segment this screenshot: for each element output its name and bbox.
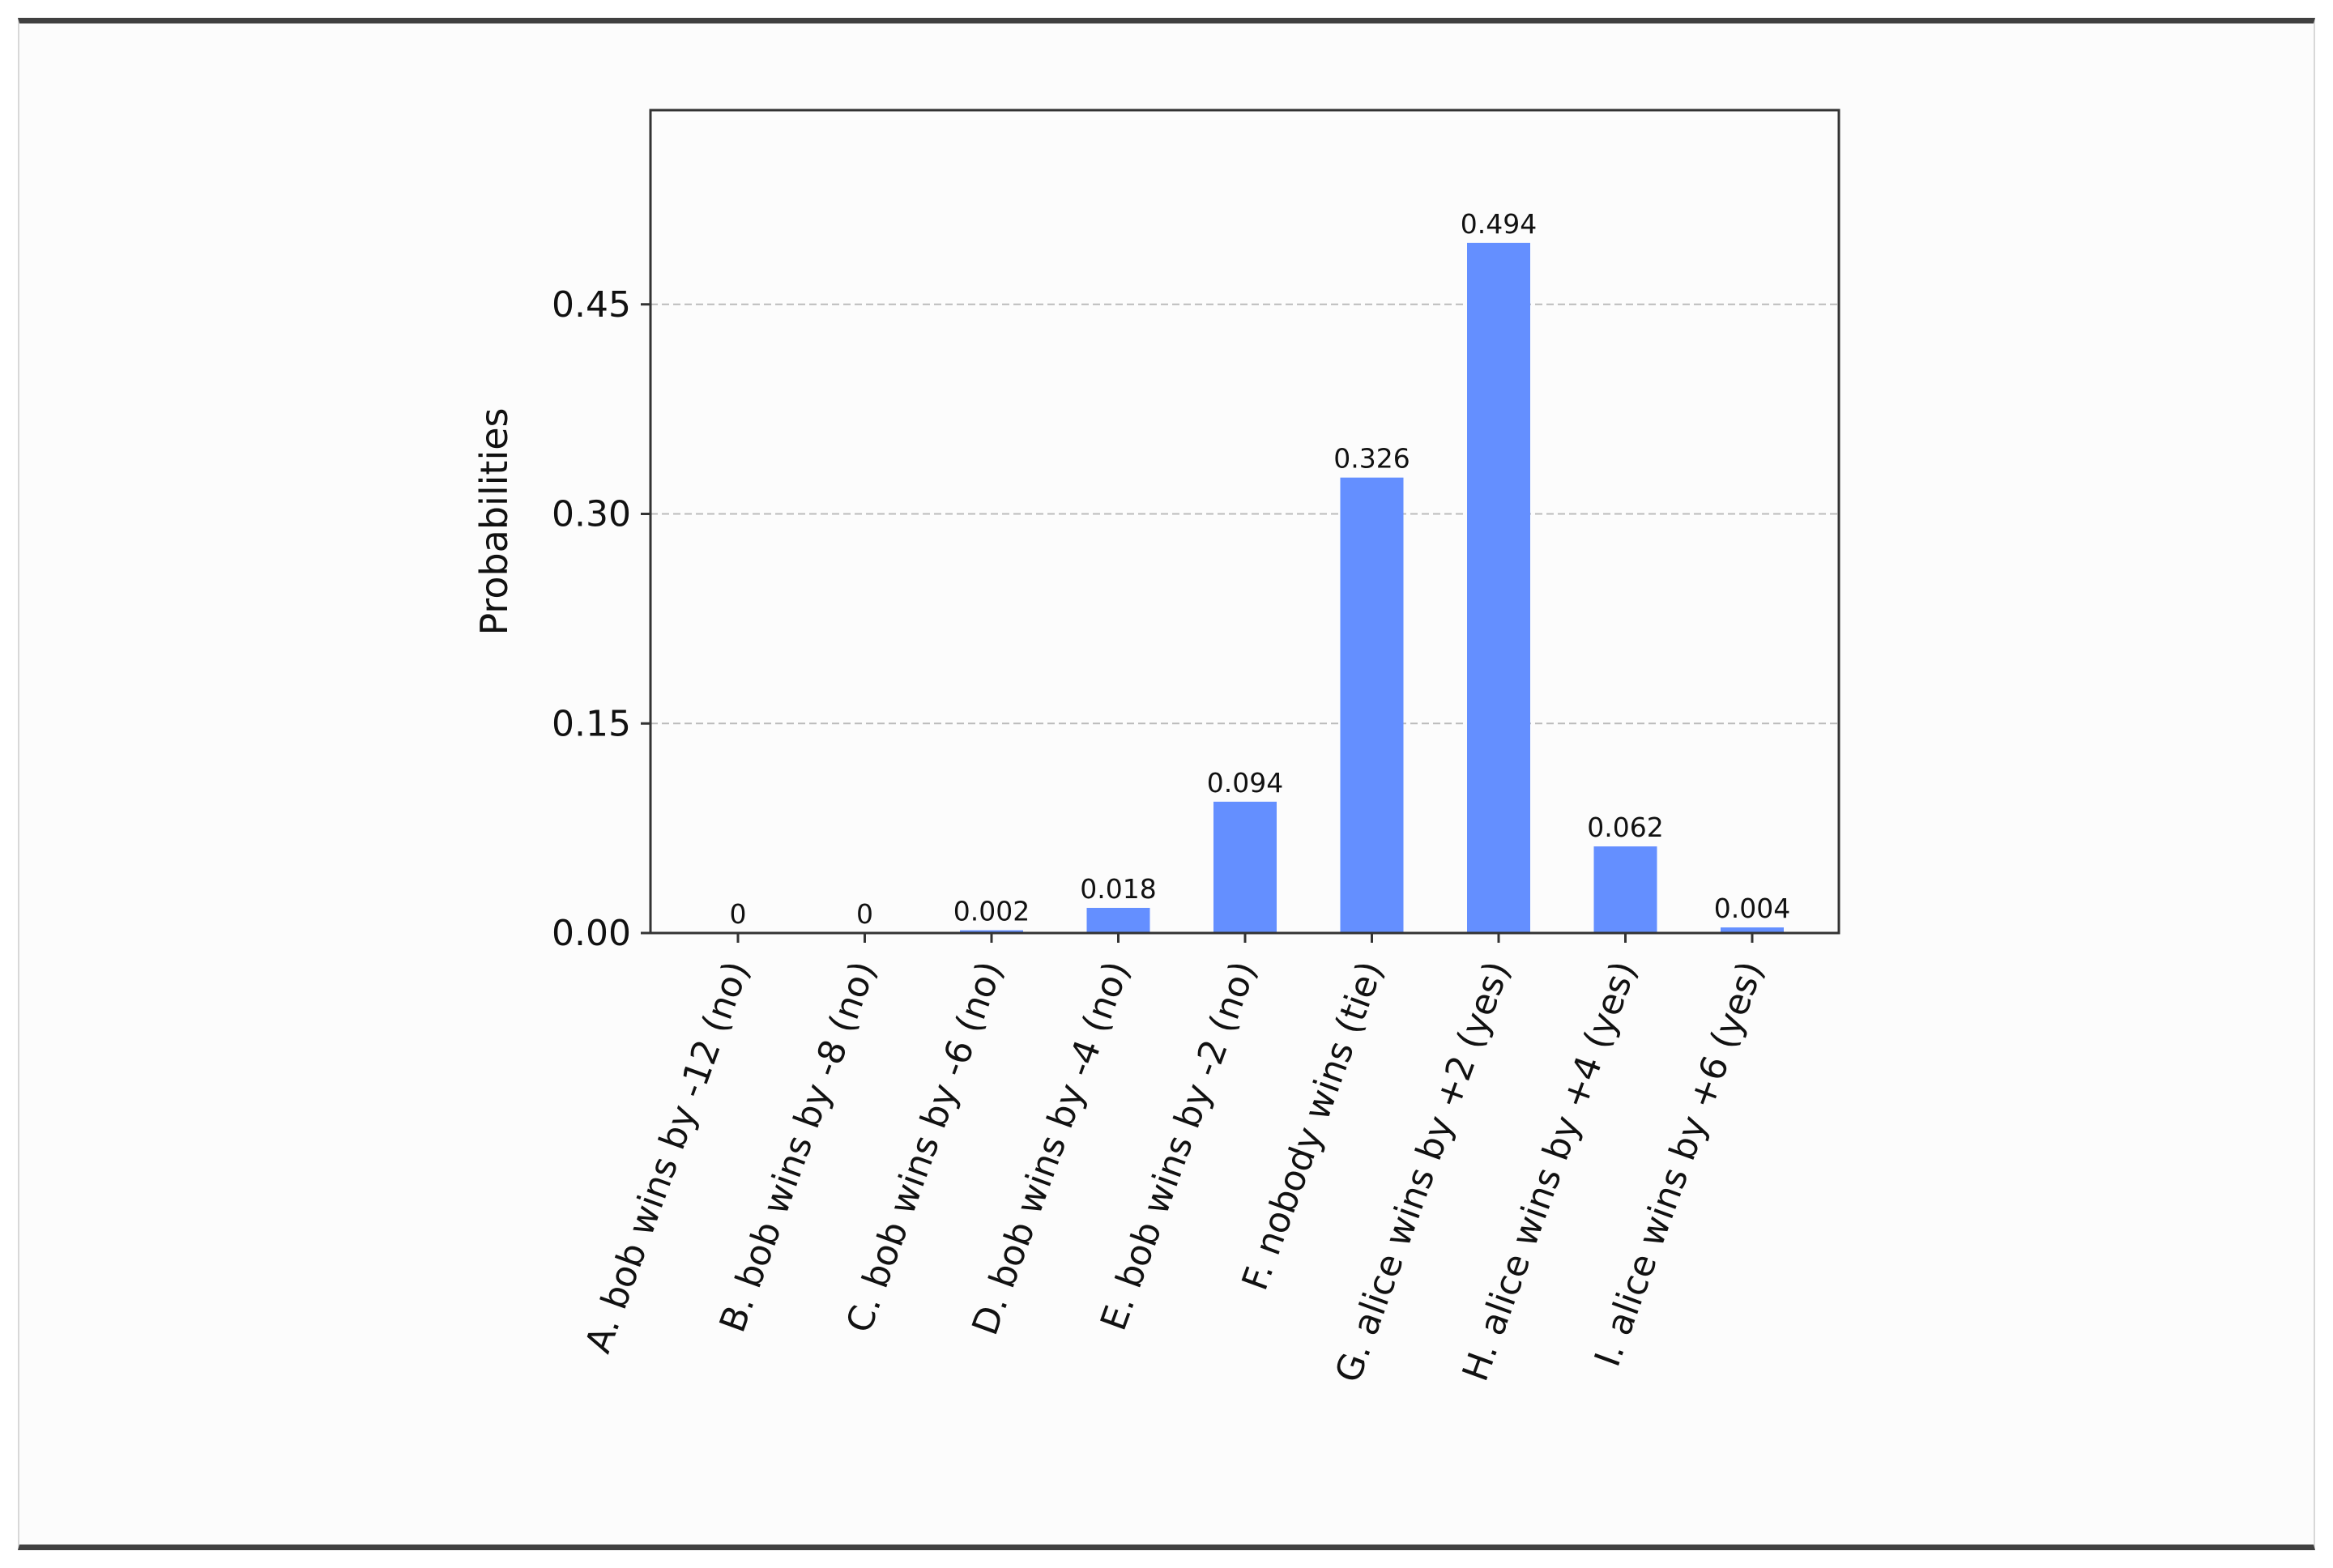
y-tick-label: 0.00	[552, 913, 631, 954]
bar-chart: 0.00 0.15 0.30 0.45 A. bob wins by -12 (no)…	[472, 109, 1840, 1388]
y-tick-label: 0.30	[552, 494, 631, 535]
bar-value-label: 0.002	[953, 896, 1030, 927]
bar	[1467, 242, 1530, 933]
bar	[1213, 801, 1277, 933]
bar-value-label: 0.018	[1080, 873, 1156, 905]
bar-value-label: 0.004	[1714, 893, 1790, 924]
bar-value-label: 0.326	[1333, 443, 1410, 475]
bar	[1721, 927, 1784, 933]
bars	[960, 242, 1784, 933]
x-axis: A. bob wins by -12 (no)B. bob wins by -8…	[578, 933, 1772, 1388]
y-axis-title: Probabilities	[472, 408, 516, 636]
bar	[1340, 477, 1404, 933]
x-tick-label: F. nobody wins (tie)	[1235, 956, 1392, 1295]
y-tick-label: 0.45	[552, 284, 631, 326]
bar-value-label: 0.494	[1461, 208, 1537, 240]
y-tick-label: 0.15	[552, 703, 631, 744]
figure-frame: 0.00 0.15 0.30 0.45 A. bob wins by -12 (no)…	[18, 18, 2315, 1550]
data-labels: 0 0 0.002 0.018 0.094 0.326 0.494 0.062 0.004	[730, 208, 1791, 930]
y-axis: 0.00 0.15 0.30 0.45	[552, 284, 650, 954]
bar	[960, 930, 1023, 933]
bar-value-label: 0	[730, 898, 747, 930]
grid-lines	[650, 303, 1839, 725]
bar-value-label: 0	[856, 898, 873, 930]
bar-value-label: 0.062	[1587, 812, 1663, 843]
bar	[1086, 907, 1150, 933]
bar	[1593, 846, 1657, 933]
bar-value-label: 0.094	[1207, 767, 1283, 799]
